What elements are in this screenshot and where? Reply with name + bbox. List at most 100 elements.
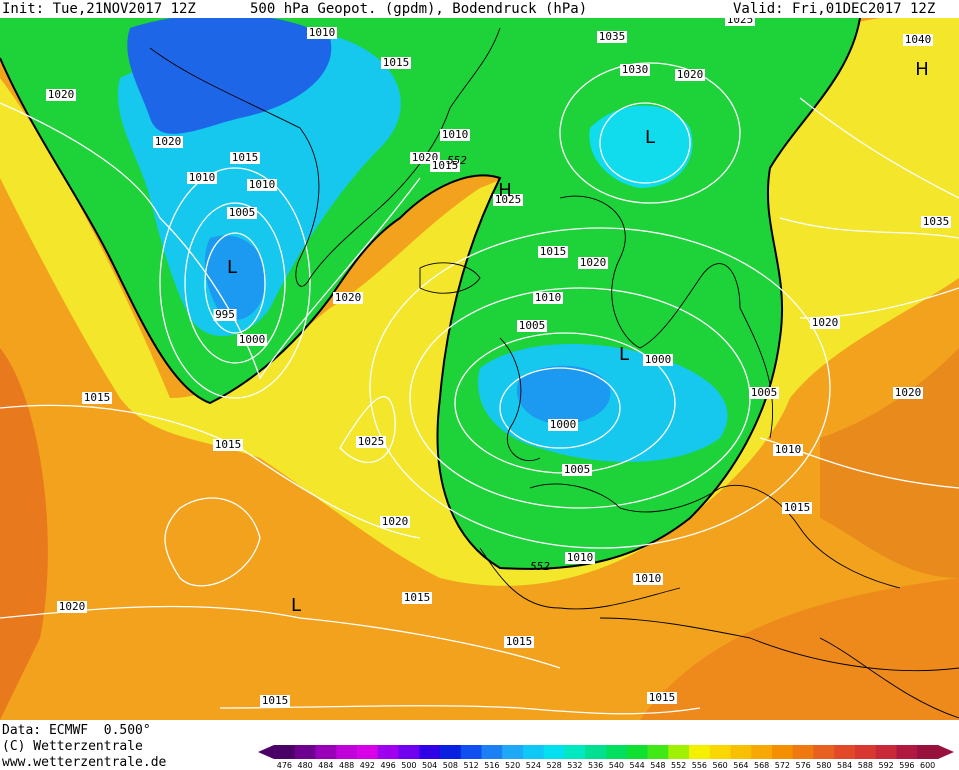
legend-tick-label: 500 <box>401 761 417 770</box>
legend-swatch <box>772 745 794 759</box>
legend-tick-label: 556 <box>691 761 708 770</box>
chart-title: 500 hPa Geopot. (gpdm), Bodendruck (hPa) <box>250 1 588 17</box>
legend-swatch <box>792 745 814 759</box>
legend-tick-label: 540 <box>608 761 625 770</box>
pressure-label: 1010 <box>635 572 662 585</box>
pressure-label: 1020 <box>155 135 182 148</box>
warm-region-southeast <box>640 578 959 720</box>
legend-tick-label: 488 <box>338 761 355 770</box>
legend-tick-label: 548 <box>650 761 666 770</box>
pressure-label-bg <box>153 136 183 148</box>
geopotential-label: 552 <box>447 154 467 167</box>
legend-tick-label: 544 <box>629 761 645 770</box>
pressure-label-bg <box>46 89 76 101</box>
legend-swatch <box>585 745 607 759</box>
legend-swatch <box>813 745 835 759</box>
pressure-label: 1000 <box>239 333 266 346</box>
pressure-label-bg <box>533 292 563 304</box>
pressure-label: 1005 <box>519 319 546 332</box>
legend-tick-label: 600 <box>919 761 936 770</box>
legend-tick-label: 520 <box>504 761 521 770</box>
coastlines <box>149 27 959 719</box>
legend-swatch <box>668 745 690 759</box>
legend-swatch <box>315 745 337 759</box>
legend-tick-label: 580 <box>816 761 832 770</box>
pressure-label-bg <box>643 354 673 366</box>
data-source: Data: ECMWF 0.500° <box>2 723 151 738</box>
pressure-label-bg <box>620 64 650 76</box>
legend-tick-label: 528 <box>546 761 562 770</box>
legend-tick-label: 592 <box>878 761 894 770</box>
low-pressure-center: L <box>619 344 629 365</box>
legend-tick-label: 584 <box>836 761 853 770</box>
pressure-label: 1020 <box>580 256 607 269</box>
legend-swatch <box>523 745 545 759</box>
pressure-label-bg <box>260 695 290 707</box>
legend-swatch <box>502 745 524 759</box>
legend-swatch <box>626 745 648 759</box>
warm-region-west <box>0 348 48 720</box>
pressure-label: 1015 <box>383 56 410 69</box>
low-pressure-center: L <box>291 595 301 616</box>
pressure-label-bg <box>247 179 277 191</box>
legend-tick-label: 516 <box>484 761 500 770</box>
legend-tick-label: 508 <box>442 761 459 770</box>
blue-core-north <box>127 18 332 134</box>
pressure-label: 1015 <box>84 391 111 404</box>
legend-swatch <box>564 745 586 759</box>
pressure-label-bg <box>213 439 243 451</box>
pressure-label: 1015 <box>215 438 242 451</box>
legend-swatch <box>606 745 628 759</box>
legend-tick-label: 504 <box>421 761 438 770</box>
legend-tick-label: 568 <box>753 761 770 770</box>
pressure-label: 1035 <box>599 30 626 43</box>
pressure-label-bg <box>578 257 608 269</box>
valid-time: Valid: Fri,01DEC2017 12Z <box>733 1 936 17</box>
pressure-label-bg <box>565 552 595 564</box>
pressure-label: 1005 <box>229 206 256 219</box>
high-pressure-center: H <box>915 59 929 80</box>
pressure-label-bg <box>380 516 410 528</box>
legend-swatch <box>419 745 441 759</box>
legend-tick-label: 524 <box>525 761 542 770</box>
legend-swatch <box>336 745 358 759</box>
legend-tick-label: 576 <box>795 761 811 770</box>
pressure-label: 1005 <box>564 463 591 476</box>
legend-tick-label: 572 <box>774 761 791 770</box>
legend-swatch <box>440 745 462 759</box>
legend-tick-label: 552 <box>670 761 687 770</box>
pressure-label-bg <box>538 246 568 258</box>
pressure-label-group: 1010 1015 1035 1025 1040 1020 1030 1020 1020 1010… <box>46 18 951 707</box>
pressure-label-bg <box>493 194 523 206</box>
pressure-label: 1025 <box>495 193 522 206</box>
legend-swatch <box>398 745 420 759</box>
legend-swatch <box>834 745 856 759</box>
pressure-label: 1015 <box>506 635 533 648</box>
pressure-label: 1010 <box>249 178 276 191</box>
pressure-label-bg <box>402 592 432 604</box>
pressure-label-bg <box>237 334 267 346</box>
pressure-label-bg <box>213 309 237 321</box>
legend-tick-label: 588 <box>857 761 874 770</box>
pressure-label: 1015 <box>262 694 289 707</box>
legend-swatch <box>294 745 316 759</box>
legend-tick-label: 596 <box>899 761 915 770</box>
pressure-label: 1020 <box>895 386 922 399</box>
pressure-label-bg <box>921 216 951 228</box>
legend-tick-label: 512 <box>463 761 479 770</box>
pressure-label: 1040 <box>905 33 932 46</box>
legend-swatch <box>855 745 877 759</box>
pressure-label: 1000 <box>645 353 672 366</box>
pressure-label-bg <box>903 34 933 46</box>
legend-swatch <box>357 745 379 759</box>
legend-tick-label: 560 <box>712 761 728 770</box>
pressure-label: 1015 <box>232 151 259 164</box>
contour-552 <box>0 18 861 570</box>
warm-region-east <box>820 348 959 578</box>
pressure-label-bg <box>430 160 460 172</box>
pressure-label-bg <box>782 502 812 514</box>
pressure-label-bg <box>307 27 337 39</box>
pressure-label-bg <box>333 292 363 304</box>
legend-swatch <box>481 745 503 759</box>
geopotential-label: 552 <box>530 560 550 573</box>
